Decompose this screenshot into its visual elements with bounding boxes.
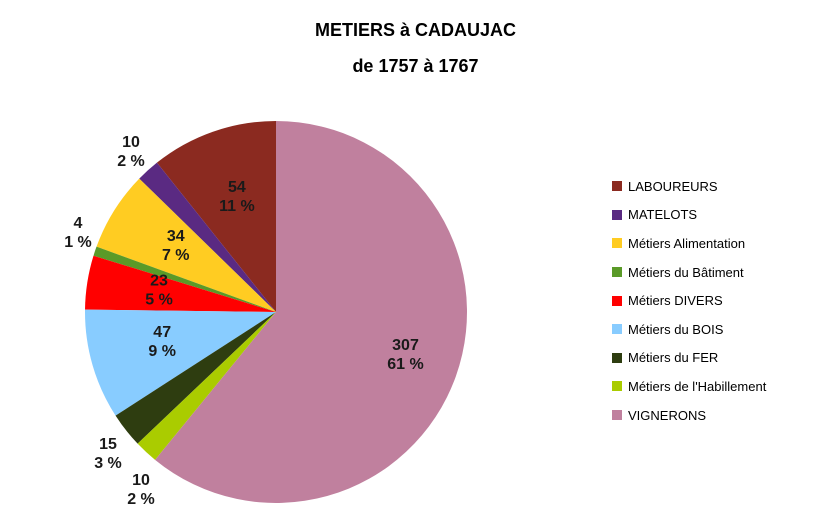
legend-label: Métiers Alimentation (628, 235, 746, 251)
pie-slice-7 (137, 312, 276, 460)
legend-item-4: Métiers DIVERS (612, 286, 766, 315)
pie-slice-1 (139, 162, 276, 312)
slice-percent-label-1: 2 % (117, 153, 145, 170)
pie-slice-8 (155, 121, 468, 503)
pie-slice-5 (84, 309, 276, 416)
legend-label: Métiers de l'Habillement (628, 378, 767, 394)
slice-percent-label-7: 2 % (127, 491, 155, 508)
legend-item-7: Métiers de l'Habillement (612, 372, 766, 401)
pie-slice-2 (96, 178, 276, 312)
pie-slice-4 (85, 255, 277, 312)
slice-percent-label-6: 3 % (94, 455, 122, 472)
legend-swatch (612, 324, 622, 335)
legend-label: Métiers DIVERS (628, 293, 723, 309)
slice-percent-label-5: 9 % (148, 343, 176, 360)
pie-slice-3 (93, 246, 276, 312)
slice-percent-label-4: 5 % (145, 292, 173, 309)
legend-swatch (612, 410, 622, 421)
chart-legend: LABOUREURS MATELOTS Métiers Alimentation Mé… (612, 172, 766, 429)
legend-item-5: Métiers du BOIS (612, 315, 766, 344)
legend-label: VIGNERONS (628, 407, 707, 423)
slice-percent-label-8: 61 % (387, 356, 423, 373)
legend-item-0: LABOUREURS (612, 172, 766, 201)
slice-value-label-2: 34 (167, 228, 185, 245)
slice-value-label-3: 4 (74, 215, 83, 232)
legend-item-6: Métiers du FER (612, 344, 766, 373)
legend-item-8: VIGNERONS (612, 401, 766, 430)
legend-swatch (612, 295, 622, 306)
chart-title-line-2: de 1757 à 1767 (352, 56, 479, 76)
legend-swatch (612, 381, 622, 392)
slice-percent-label-3: 1 % (64, 234, 92, 251)
legend-item-1: MATELOTS (612, 201, 766, 230)
slice-value-label-6: 15 (99, 436, 117, 453)
legend-item-2: Métiers Alimentation (612, 229, 766, 258)
legend-item-3: Métiers du Bâtiment (612, 258, 766, 287)
slice-value-label-7: 10 (132, 472, 150, 489)
slice-value-label-8: 307 (392, 337, 419, 354)
slice-percent-label-0: 11 % (219, 198, 255, 215)
legend-swatch (612, 209, 622, 220)
slice-value-label-5: 47 (153, 324, 171, 341)
chart-title-line-1: METIERS à CADAUJAC (314, 20, 517, 40)
legend-label: MATELOTS (628, 207, 698, 223)
legend-swatch (612, 238, 622, 249)
legend-swatch (612, 181, 622, 192)
legend-label: Métiers du BOIS (628, 321, 724, 337)
slice-value-label-0: 54 (228, 179, 246, 196)
slice-percent-label-2: 7 % (162, 247, 190, 264)
slice-value-label-4: 23 (150, 273, 168, 290)
slice-value-label-1: 10 (122, 134, 140, 151)
legend-swatch (612, 267, 622, 278)
legend-label: Métiers du FER (628, 350, 719, 366)
legend-swatch (612, 352, 622, 363)
pie-slice-6 (115, 312, 276, 444)
legend-label: LABOUREURS (628, 178, 718, 194)
legend-label: Métiers du Bâtiment (628, 264, 744, 280)
pie-slice-0 (156, 121, 276, 312)
